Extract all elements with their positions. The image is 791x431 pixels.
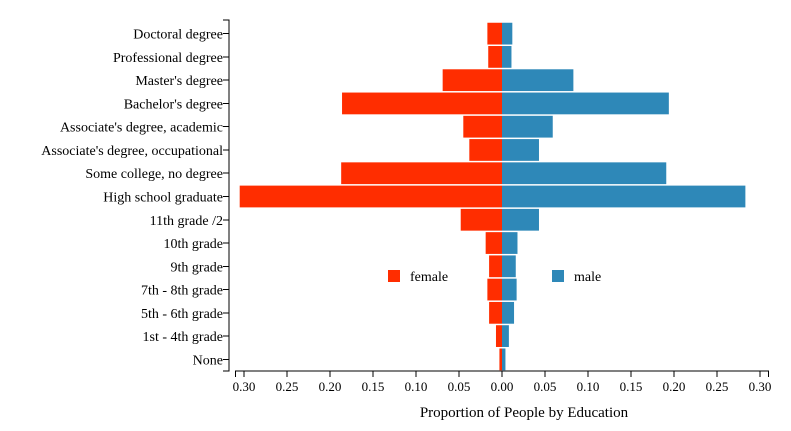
x-tick-label: 0.25 <box>276 379 299 394</box>
category-label-5th-6th-grade: 5th - 6th grade <box>141 307 223 322</box>
bar-male-associate-s-degree-academic <box>502 115 553 138</box>
legend-label-male: male <box>574 270 601 285</box>
x-tick-label: 0.20 <box>319 379 342 394</box>
bar-female-7th-8th-grade <box>487 278 502 301</box>
category-label-7th-8th-grade: 7th - 8th grade <box>141 284 223 299</box>
bar-male-5th-6th-grade <box>502 301 515 324</box>
bar-male-master-s-degree <box>502 69 574 92</box>
bar-female-high-school-graduate <box>239 185 502 208</box>
category-label-associate-s-degree-occupational: Associate's degree, occupational <box>41 144 223 159</box>
bar-male-11th-grade-2 <box>502 208 539 231</box>
bar-female-associate-s-degree-academic <box>463 115 502 138</box>
category-label-none: None <box>193 353 223 368</box>
x-tick-label: 0.15 <box>362 379 385 394</box>
x-tick-label: 0.05 <box>534 379 557 394</box>
category-label-some-college-no-degree: Some college, no degree <box>85 167 223 182</box>
x-tick-label: 0.20 <box>663 379 686 394</box>
bar-male-professional-degree <box>502 46 512 68</box>
x-tick-label: 0.15 <box>620 379 643 394</box>
legend: female male <box>388 270 601 285</box>
bar-male-high-school-graduate <box>502 185 746 208</box>
bar-female-master-s-degree <box>442 69 502 92</box>
x-tick-label: 0.30 <box>749 379 772 394</box>
category-label-bachelor-s-degree: Bachelor's degree <box>124 97 223 112</box>
bar-female-5th-6th-grade <box>489 301 502 324</box>
bar-female-1st-4th-grade <box>495 325 502 347</box>
bar-male-10th-grade <box>502 232 518 254</box>
y-axis-line <box>223 19 230 372</box>
bar-male-1st-4th-grade <box>502 325 509 347</box>
bar-male-9th-grade <box>502 255 516 278</box>
x-tick-label: 0.30 <box>233 379 256 394</box>
bar-female-bachelor-s-degree <box>342 92 502 115</box>
category-label-associate-s-degree-academic: Associate's degree, academic <box>60 121 223 136</box>
bar-male-none <box>502 348 506 371</box>
bar-female-doctoral-degree <box>487 22 502 45</box>
bar-female-11th-grade-2 <box>460 208 502 231</box>
category-label-high-school-graduate: High school graduate <box>103 191 223 206</box>
bar-female-9th-grade <box>489 255 502 278</box>
legend-swatch-female <box>388 270 400 282</box>
category-label-doctoral-degree: Doctoral degree <box>133 28 223 43</box>
bar-female-some-college-no-degree <box>341 162 502 185</box>
bar-male-7th-8th-grade <box>502 278 517 301</box>
bar-male-associate-s-degree-occupational <box>502 139 539 161</box>
x-tick-label: 0.25 <box>706 379 729 394</box>
bar-female-associate-s-degree-occupational <box>469 139 502 161</box>
category-label-professional-degree: Professional degree <box>113 51 223 66</box>
category-label-9th-grade: 9th grade <box>171 260 223 275</box>
legend-swatch-male <box>552 270 564 282</box>
bars-layer <box>239 22 746 371</box>
bar-male-doctoral-degree <box>502 22 513 45</box>
category-label-10th-grade: 10th grade <box>164 237 223 252</box>
legend-label-female: female <box>410 270 448 285</box>
x-tick-label: 0.10 <box>405 379 428 394</box>
x-axis-title: Proportion of People by Education <box>420 405 629 421</box>
category-label-master-s-degree: Master's degree <box>135 74 223 89</box>
category-label-11th-grade-2: 11th grade /2 <box>150 214 223 229</box>
bar-male-bachelor-s-degree <box>502 92 669 115</box>
bar-female-10th-grade <box>485 232 502 254</box>
bar-female-none <box>499 348 502 371</box>
x-tick-label: 0.00 <box>491 379 514 394</box>
category-label-1st-4th-grade: 1st - 4th grade <box>143 330 223 345</box>
x-tick-label: 0.10 <box>577 379 600 394</box>
axes-layer: Doctoral degree Professional degree Master… <box>41 19 772 394</box>
bar-male-some-college-no-degree <box>502 162 667 185</box>
bar-female-professional-degree <box>488 46 502 68</box>
x-tick-label: 0.05 <box>448 379 471 394</box>
